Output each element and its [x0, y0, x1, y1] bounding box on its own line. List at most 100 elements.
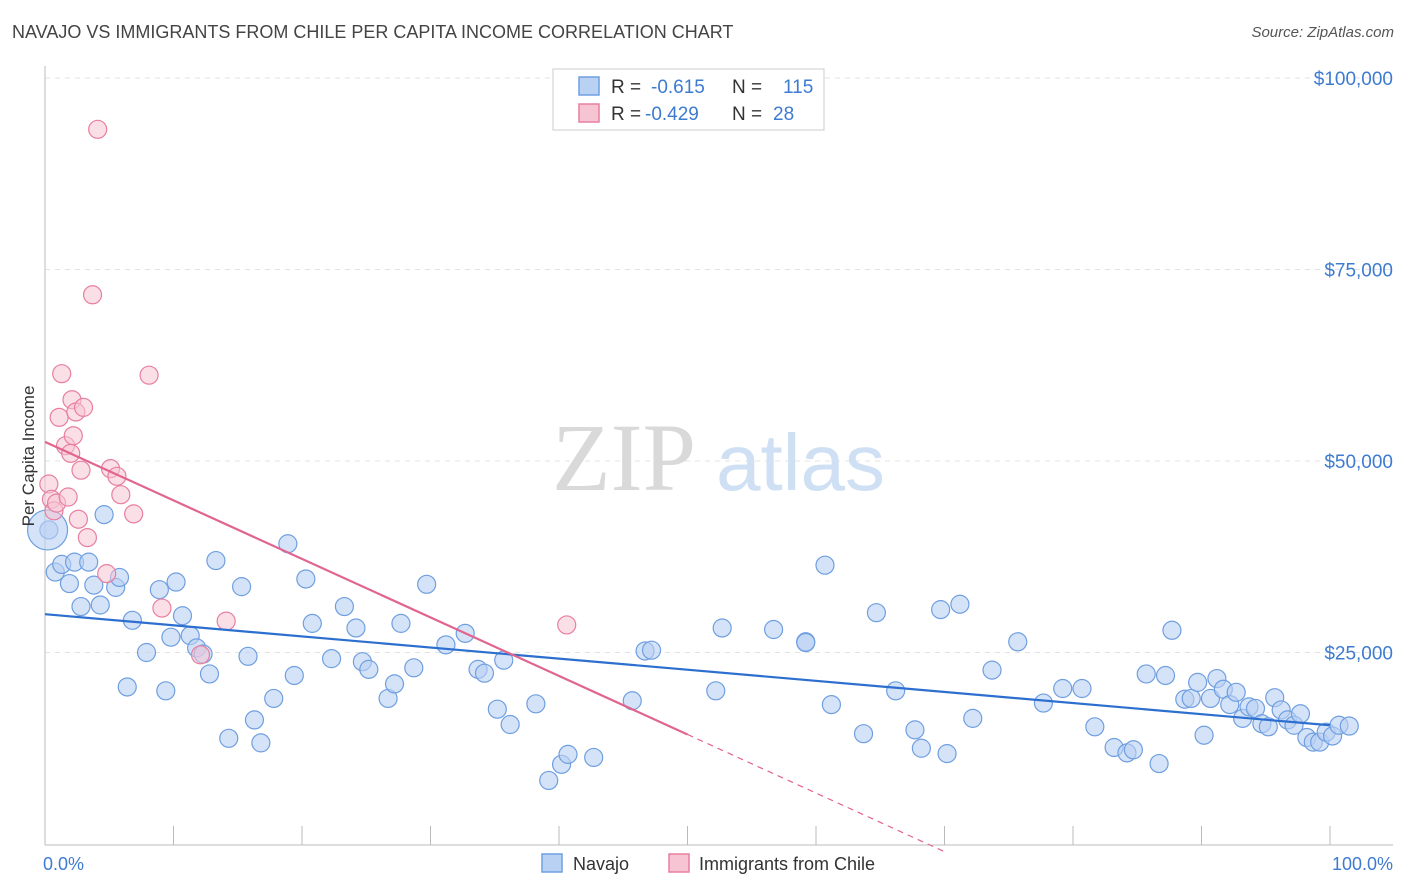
navajo-point	[526, 694, 546, 714]
navajo-point	[136, 642, 157, 663]
chile-point	[97, 564, 117, 584]
navajo-point	[905, 720, 925, 740]
navajo-point	[853, 724, 874, 744]
y-tick-label: $100,000	[1314, 69, 1393, 90]
navajo-point	[706, 681, 726, 701]
legend-chile-n-label: N =	[732, 104, 762, 125]
navajo-point	[166, 572, 186, 592]
y-tick-label: $50,000	[1324, 452, 1393, 473]
y-axis-label: Per Capita Income	[19, 386, 38, 527]
navajo-point	[712, 618, 732, 638]
navajo-point	[931, 600, 951, 620]
navajo-point	[284, 665, 304, 686]
navajo-point	[238, 646, 258, 666]
navajo-point	[487, 699, 507, 719]
navajo-point	[963, 708, 983, 728]
navajo-point	[71, 596, 91, 617]
chile-point	[190, 645, 211, 665]
chile-point	[71, 460, 91, 480]
navajo-point	[763, 619, 784, 640]
navajo-point	[199, 664, 220, 684]
navajo-point	[161, 627, 181, 647]
navajo-point	[149, 580, 169, 600]
legend-chile-r-label: R =	[611, 104, 641, 125]
legend-navajo-n-value: 115	[783, 77, 813, 98]
navajo-point	[1162, 620, 1182, 640]
bottom-legend-chile-label: Immigrants from Chile	[699, 854, 875, 874]
navajo-point	[404, 658, 424, 678]
navajo-point	[886, 681, 906, 701]
legend-chile-r-value: -0.429	[645, 104, 699, 125]
chile-point	[124, 504, 144, 524]
chile-point	[63, 426, 83, 446]
navajo-point	[1149, 753, 1169, 774]
navajo-point	[539, 770, 559, 791]
navajo-point	[1290, 704, 1311, 724]
navajo-point	[84, 575, 104, 595]
chile-point	[139, 365, 159, 385]
navajo-point	[1085, 717, 1105, 737]
chile-trendline-extension	[687, 733, 945, 853]
navajo-point	[90, 595, 110, 615]
navajo-point	[982, 660, 1002, 680]
navajo-point	[584, 747, 604, 768]
legend-chile-n-value: 28	[773, 104, 794, 125]
watermark-atlas: atlas	[716, 418, 885, 507]
navajo-point	[117, 677, 137, 697]
navajo-points	[26, 505, 1359, 791]
navajo-point	[815, 555, 835, 575]
navajo-point	[321, 649, 342, 669]
gridlines	[45, 77, 1393, 653]
navajo-point	[436, 635, 456, 655]
navajo-point	[296, 569, 316, 589]
navajo-point	[59, 573, 80, 594]
navajo-point	[417, 574, 437, 594]
bottom-legend: Navajo Immigrants from Chile	[541, 853, 875, 874]
navajo-point	[79, 552, 99, 572]
axes	[44, 66, 1393, 846]
navajo-point	[1072, 678, 1092, 699]
navajo-point	[232, 577, 252, 597]
navajo-point	[172, 606, 193, 626]
navajo-point	[1188, 672, 1208, 692]
bottom-legend-navajo-label: Navajo	[573, 854, 629, 874]
navajo-point	[911, 738, 931, 758]
navajo-trendline	[44, 613, 1331, 727]
navajo-point	[1033, 693, 1054, 713]
legend-navajo-swatch	[578, 76, 600, 96]
navajo-point	[796, 632, 816, 653]
chile-point	[73, 397, 94, 417]
bottom-legend-navajo-swatch	[541, 853, 563, 873]
chile-point	[216, 611, 236, 631]
chile-point	[82, 285, 103, 305]
navajo-point	[384, 674, 405, 694]
trendlines	[44, 440, 1331, 853]
chile-point	[152, 598, 172, 618]
navajo-point	[500, 714, 520, 735]
navajo-point	[1155, 665, 1176, 686]
navajo-point	[94, 505, 114, 525]
navajo-point	[1123, 740, 1143, 760]
navajo-point	[359, 659, 379, 679]
chile-point	[52, 364, 72, 384]
navajo-point	[1194, 725, 1214, 745]
x-tick-label-max: 100.0%	[1332, 854, 1393, 874]
y-tick-label: $75,000	[1324, 261, 1393, 282]
legend-chile-swatch	[578, 103, 600, 123]
navajo-point	[1136, 664, 1156, 684]
navajo-point	[156, 681, 176, 701]
navajo-point	[937, 744, 957, 764]
chile-point	[58, 487, 78, 507]
legend-navajo-r-value: -0.615	[651, 77, 705, 98]
chile-point	[68, 509, 89, 529]
navajo-point	[950, 594, 970, 614]
navajo-point	[821, 694, 842, 715]
navajo-point	[334, 596, 355, 617]
chart-title: NAVAJO VS IMMIGRANTS FROM CHILE PER CAPI…	[12, 22, 734, 42]
navajo-point	[302, 613, 322, 633]
tick-labels: $25,000 $50,000 $75,000 $100,000 0.0% 100.0%	[43, 69, 1393, 874]
navajo-point	[641, 640, 662, 660]
navajo-point	[1008, 632, 1028, 652]
chile-trendline	[44, 440, 688, 736]
